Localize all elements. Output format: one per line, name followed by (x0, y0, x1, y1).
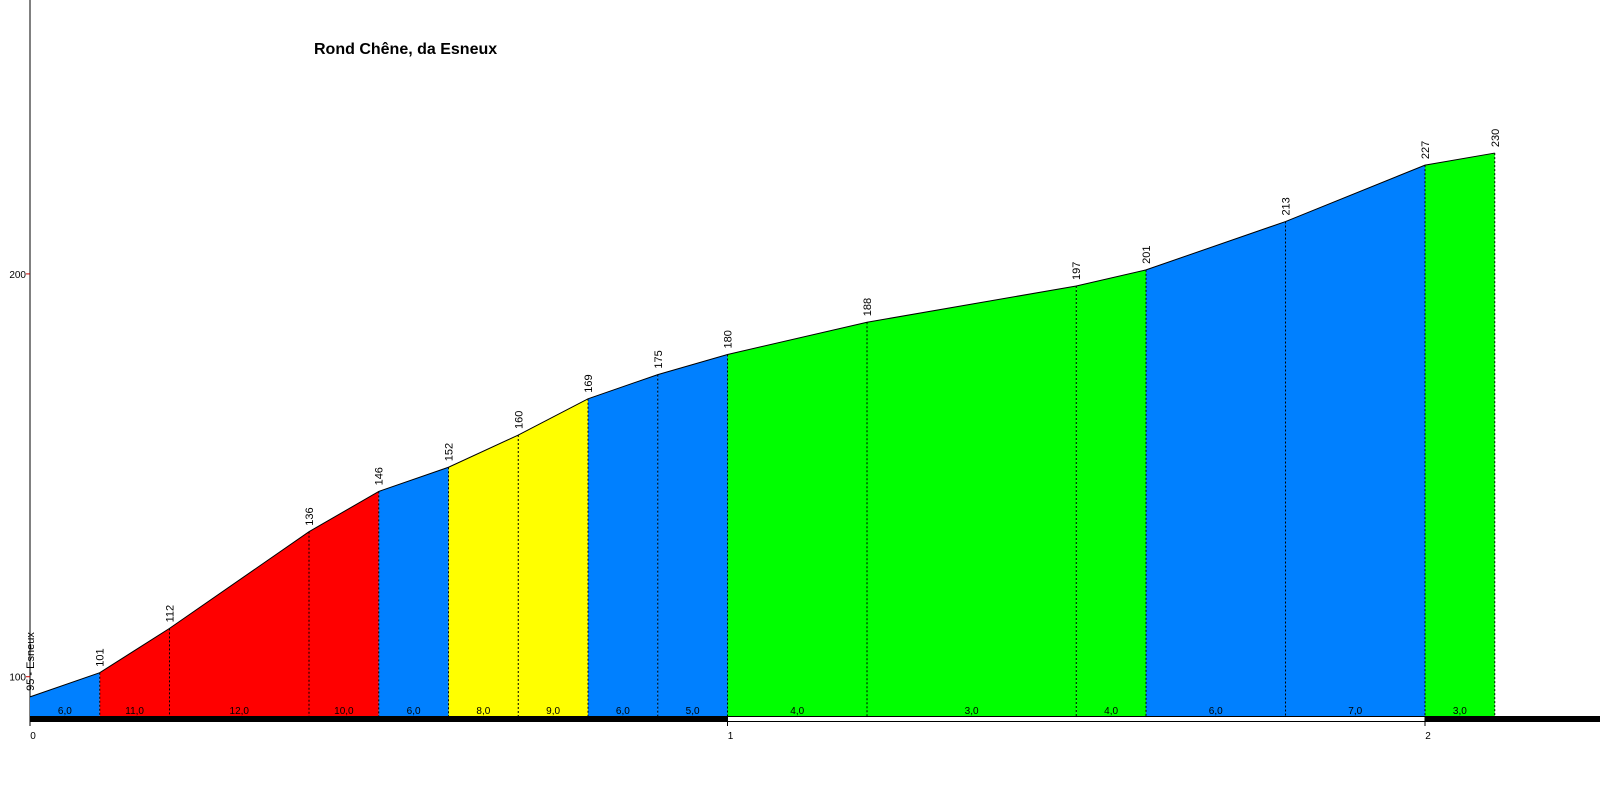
elevation-label: 146 (374, 467, 386, 485)
gradient-label: 11,0 (125, 706, 144, 717)
segment-area (1146, 221, 1286, 718)
gradient-label: 4,0 (790, 706, 804, 717)
elevation-label: 95 - Esneux (25, 632, 37, 691)
segment-area (1285, 165, 1426, 718)
segment-area (727, 322, 868, 717)
segment-area (169, 531, 310, 717)
elevation-label: 230 (1490, 129, 1502, 147)
elevation-label: 180 (723, 330, 735, 348)
elevation-label: 227 (1420, 141, 1432, 159)
gradient-label: 6,0 (616, 706, 630, 717)
elevation-label: 136 (304, 507, 316, 525)
segment-area (867, 285, 1077, 717)
elevation-label: 101 (95, 648, 107, 666)
gradient-label: 8,0 (476, 706, 490, 717)
x-tick-label: 2 (1425, 731, 1431, 742)
gradient-label: 6,0 (58, 706, 72, 717)
x-tick-label: 1 (728, 731, 734, 742)
gradient-label: 6,0 (407, 706, 421, 717)
profile-line (29, 152, 1495, 698)
elevation-label: 213 (1281, 197, 1293, 215)
segment-area (588, 374, 658, 717)
gradient-label: 5,0 (686, 706, 700, 717)
segment-area (309, 491, 379, 717)
elevation-label: 152 (444, 443, 456, 461)
gradient-label: 3,0 (965, 706, 979, 717)
gradient-label: 9,0 (546, 706, 560, 717)
elevation-label: 188 (862, 298, 874, 316)
elevation-label: 201 (1141, 246, 1153, 264)
y-tick-label: 200 (9, 270, 26, 281)
elevation-label: 169 (583, 374, 595, 392)
chart-title: Rond Chêne, da Esneux (314, 41, 497, 58)
gradient-label: 12,0 (230, 706, 250, 717)
gradient-label: 7,0 (1348, 706, 1362, 717)
segment-area (378, 467, 449, 717)
elevation-label: 175 (653, 350, 665, 368)
km-bar-white (727, 717, 1426, 721)
gradient-label: 10,0 (334, 706, 354, 717)
gradient-label: 3,0 (1453, 706, 1467, 717)
segment-area (1425, 153, 1495, 718)
elevation-label: 197 (1071, 262, 1083, 280)
segment-area (448, 435, 519, 717)
segment-area (657, 354, 728, 717)
y-tick-label: 100 (9, 673, 26, 684)
x-tick-label: 0 (30, 731, 36, 742)
gradient-label: 4,0 (1104, 706, 1118, 717)
segment-area (1076, 269, 1147, 717)
elevation-label: 112 (165, 605, 177, 623)
segment-area (99, 628, 170, 717)
segment-area (30, 672, 100, 717)
gradient-label: 6,0 (1209, 706, 1223, 717)
elevation-label: 160 (513, 411, 525, 429)
segment-area (518, 398, 589, 717)
